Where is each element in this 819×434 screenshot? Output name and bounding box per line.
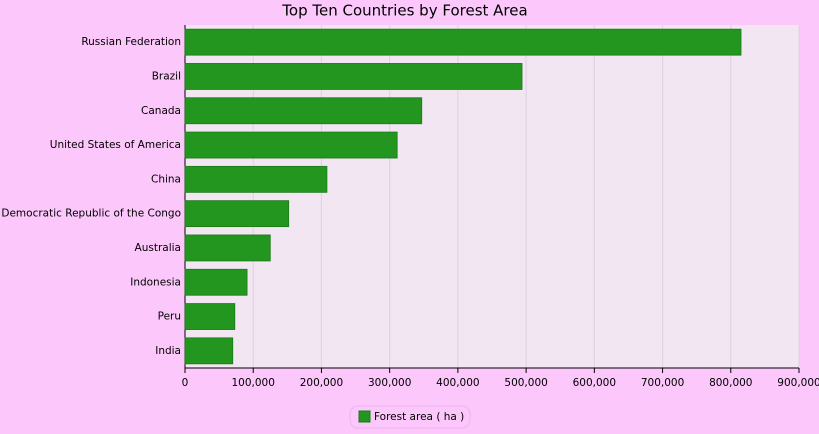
x-tick-label: 0 (182, 377, 189, 389)
y-tick-label: Australia (135, 242, 181, 254)
x-tick-label: 100,000 (232, 377, 275, 389)
x-tick-label: 400,000 (436, 377, 479, 389)
bar (184, 63, 523, 90)
y-tick-label: Peru (158, 311, 181, 323)
legend-label: Forest area ( ha ) (374, 411, 464, 423)
bar (184, 165, 328, 193)
legend-swatch (358, 410, 371, 423)
y-tick-label: Indonesia (130, 276, 181, 288)
x-tick-label: 900,000 (777, 377, 819, 389)
y-tick-label: India (155, 345, 181, 357)
y-tick-label: United States of America (50, 139, 181, 151)
y-tick-label: Brazil (152, 70, 181, 82)
bar (184, 337, 234, 365)
legend-box (349, 405, 471, 429)
y-tick-label: China (151, 173, 181, 185)
bar (184, 303, 236, 330)
bar (184, 234, 271, 262)
x-tick-label: 200,000 (300, 377, 343, 389)
bar (184, 268, 248, 296)
x-tick-label: 700,000 (641, 377, 684, 389)
bar (184, 97, 423, 125)
bar (184, 28, 742, 56)
chart-title: Top Ten Countries by Forest Area (281, 2, 527, 20)
bar (184, 131, 398, 159)
x-tick-label: 800,000 (709, 377, 752, 389)
y-tick-label: Canada (141, 105, 181, 117)
x-tick-label: 600,000 (573, 377, 616, 389)
x-tick-label: 500,000 (504, 377, 547, 389)
bar (184, 200, 290, 228)
y-tick-label: Democratic Republic of the Congo (1, 208, 181, 220)
x-tick-label: 300,000 (368, 377, 411, 389)
y-tick-label: Russian Federation (81, 36, 181, 48)
